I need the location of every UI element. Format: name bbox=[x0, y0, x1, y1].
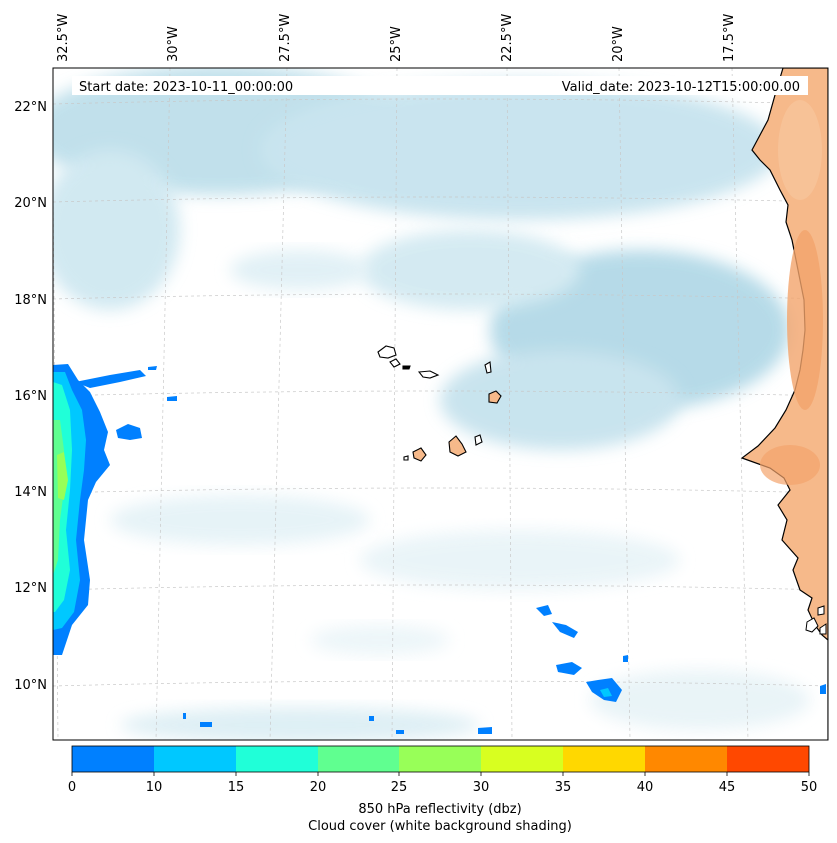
colorbar-label: 850 hPa reflectivity (dbz) bbox=[358, 802, 521, 817]
lat-label-22n: 22°N bbox=[14, 100, 47, 115]
lat-label-14n: 14°N bbox=[14, 485, 47, 500]
colorbar-tick-30: 30 bbox=[473, 780, 490, 795]
lon-label-30w: 30°W bbox=[166, 26, 181, 62]
colorbar-seg-1 bbox=[154, 746, 236, 772]
bijagos-islands bbox=[805, 605, 827, 635]
lat-label-12n: 12°N bbox=[14, 581, 47, 596]
graticule bbox=[53, 68, 828, 740]
colorbar-seg-8 bbox=[727, 746, 809, 772]
lat-label-18n: 18°N bbox=[14, 293, 47, 308]
lat-label-20n: 20°N bbox=[14, 196, 47, 211]
reflectivity-cells bbox=[53, 364, 826, 734]
lat-label-16n: 16°N bbox=[14, 389, 47, 404]
colorbar-tick-15: 15 bbox=[228, 780, 245, 795]
cloud-cover-shading bbox=[53, 68, 810, 740]
lon-label-17-5w: 17.5°W bbox=[722, 14, 737, 62]
lon-label-32-5w: 32.5°W bbox=[56, 14, 71, 62]
colorbar-tick-marks bbox=[71, 772, 810, 776]
colorbar-seg-7 bbox=[645, 746, 727, 772]
colorbar-outline bbox=[71, 745, 810, 773]
lon-label-22-5w: 22.5°W bbox=[500, 14, 515, 62]
lat-label-10n: 10°N bbox=[14, 678, 47, 693]
colorbar-sublabel: Cloud cover (white background shading) bbox=[308, 819, 572, 834]
colorbar-seg-3 bbox=[318, 746, 399, 772]
colorbar-seg-5 bbox=[481, 746, 563, 772]
africa-landmass bbox=[740, 68, 828, 740]
cape-verde-islands bbox=[377, 345, 502, 462]
colorbar-tick-45: 45 bbox=[719, 780, 736, 795]
header-bar bbox=[72, 76, 808, 95]
lon-label-27-5w: 27.5°W bbox=[278, 14, 293, 62]
latitude-labels: 22°N 20°N 18°N 16°N 14°N 12°N 10°N bbox=[14, 100, 47, 693]
longitude-labels: 32.5°W 30°W 27.5°W 25°W 22.5°W 20°W 17.5… bbox=[56, 14, 737, 62]
valid-date-label: Valid_date: 2023-10-12T15:00:00.00 bbox=[562, 80, 800, 95]
colorbar-tick-20: 20 bbox=[310, 780, 327, 795]
colorbar-seg-0 bbox=[72, 746, 154, 772]
colorbar-tick-40: 40 bbox=[637, 780, 654, 795]
colorbar: 0 10 15 20 25 30 35 40 45 50 850 hPa ref… bbox=[68, 745, 818, 834]
colorbar-tick-0: 0 bbox=[68, 780, 76, 795]
map-frame bbox=[52, 67, 829, 741]
colorbar-tick-50: 50 bbox=[801, 780, 818, 795]
start-date-label: Start date: 2023-10-11_00:00:00 bbox=[79, 80, 293, 95]
colorbar-tick-25: 25 bbox=[391, 780, 408, 795]
colorbar-seg-4 bbox=[399, 746, 481, 772]
colorbar-tick-35: 35 bbox=[555, 780, 572, 795]
lon-label-25w: 25°W bbox=[389, 26, 404, 62]
lon-label-20w: 20°W bbox=[611, 26, 626, 62]
colorbar-seg-2 bbox=[236, 746, 318, 772]
colorbar-tick-10: 10 bbox=[146, 780, 163, 795]
map-area bbox=[53, 68, 828, 740]
colorbar-seg-6 bbox=[563, 746, 645, 772]
